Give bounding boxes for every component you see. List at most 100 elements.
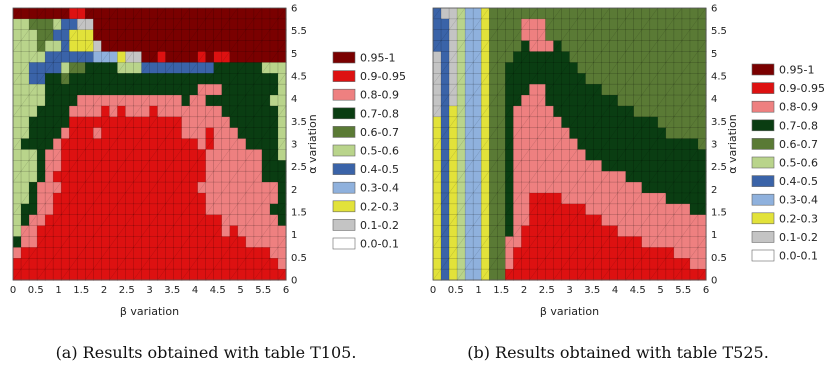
- heatmap-cell: [633, 138, 643, 151]
- y-tick-label: 5.5: [291, 26, 307, 37]
- heatmap-cell: [561, 225, 571, 238]
- heatmap-cell: [657, 51, 667, 64]
- heatmap-cell: [60, 83, 70, 96]
- heatmap-cell: [585, 160, 595, 172]
- heatmap-cell: [253, 268, 263, 281]
- legend-label: 0.4-0.5: [779, 175, 818, 188]
- heatmap-cell: [689, 160, 699, 172]
- y-axis-title: α variation: [306, 114, 319, 173]
- heatmap-cell: [20, 116, 30, 129]
- heatmap-cell: [569, 73, 579, 85]
- heatmap-cell: [609, 105, 619, 118]
- heatmap-cell: [269, 225, 279, 238]
- heatmap-cell: [521, 236, 530, 249]
- heatmap-cell: [197, 138, 207, 151]
- heatmap-cell: [52, 105, 62, 118]
- surface-facet: [149, 181, 158, 194]
- heatmap-cell: [609, 138, 619, 151]
- heatmap-cell: [480, 7, 490, 20]
- heatmap-cell: [117, 62, 127, 74]
- heatmap-cell: [577, 160, 587, 172]
- surface-facet: [61, 7, 70, 19]
- heatmap-cell: [68, 116, 78, 129]
- surface-facet: [20, 62, 30, 74]
- surface-facet: [141, 62, 150, 74]
- surface-facet: [697, 7, 707, 19]
- surface-facet: [553, 269, 562, 281]
- heatmap-cell: [44, 181, 54, 194]
- heatmap-cell: [213, 138, 223, 151]
- heatmap-cell: [181, 268, 191, 281]
- heatmap-cell: [269, 192, 279, 205]
- surface-facet: [245, 116, 255, 128]
- heatmap-cell: [480, 127, 490, 140]
- heatmap-cell: [269, 203, 279, 216]
- heatmap-cell: [529, 160, 539, 172]
- heatmap-cell: [93, 181, 102, 194]
- heatmap-cell: [537, 18, 547, 31]
- surface-facet: [221, 84, 230, 96]
- surface-facet: [689, 181, 699, 194]
- surface-facet: [593, 18, 602, 30]
- heatmap-cell: [609, 257, 619, 270]
- heatmap-cell: [109, 149, 119, 161]
- surface-facet: [205, 105, 214, 117]
- heatmap-cell: [101, 268, 110, 281]
- heatmap-cell: [117, 73, 127, 85]
- heatmap-cell: [189, 83, 199, 96]
- y-tick-label: 4: [291, 94, 297, 105]
- surface-facet: [456, 7, 466, 19]
- heatmap-cell: [521, 149, 530, 161]
- heatmap-cell: [440, 160, 450, 172]
- heatmap-cell: [681, 18, 691, 31]
- heatmap-cell: [205, 94, 215, 107]
- heatmap-cell: [472, 62, 482, 74]
- surface-facet: [617, 214, 626, 226]
- heatmap-cell: [157, 268, 167, 281]
- heatmap-cell: [221, 257, 231, 270]
- heatmap-cell: [505, 160, 514, 172]
- heatmap-cell: [44, 83, 54, 96]
- heatmap-cell: [673, 29, 683, 42]
- heatmap-cell: [440, 247, 450, 259]
- surface-facet: [229, 236, 238, 248]
- heatmap-cell: [253, 73, 263, 85]
- heatmap-cell: [269, 236, 279, 249]
- legend-swatch: [332, 126, 356, 138]
- heatmap-cell: [432, 247, 442, 259]
- heatmap-cell: [464, 214, 474, 227]
- heatmap-cell: [553, 247, 563, 259]
- heatmap-cell: [521, 83, 530, 96]
- heatmap-cell: [553, 257, 563, 270]
- x-tick-label: 2: [101, 285, 107, 296]
- heatmap-cell: [625, 138, 635, 151]
- heatmap-cell: [157, 149, 167, 161]
- legend-swatch: [751, 231, 775, 243]
- heatmap-cell: [125, 149, 135, 161]
- heatmap-cell: [44, 203, 54, 216]
- heatmap-cell: [253, 29, 263, 42]
- heatmap-cell: [593, 94, 603, 107]
- heatmap-cell: [20, 73, 30, 85]
- heatmap-cell: [553, 73, 563, 85]
- surface-facet: [593, 51, 602, 63]
- surface-facet: [85, 171, 94, 183]
- heatmap-cell: [625, 257, 635, 270]
- heatmap-cell: [505, 181, 514, 194]
- heatmap-cell: [12, 236, 22, 249]
- x-tick-label: 0: [10, 285, 16, 296]
- heatmap-cell: [521, 257, 530, 270]
- heatmap-cell: [117, 51, 127, 64]
- heatmap-cell: [521, 116, 530, 129]
- heatmap-cell: [569, 105, 579, 118]
- heatmap-cell: [60, 203, 70, 216]
- heatmap-cell: [448, 40, 458, 53]
- heatmap-cell: [52, 40, 62, 53]
- heatmap-cell: [673, 160, 683, 172]
- surface-facet: [681, 258, 691, 270]
- heatmap-cell: [205, 73, 215, 85]
- heatmap-cell: [68, 105, 78, 118]
- surface-facet: [505, 236, 514, 248]
- heatmap-cell: [440, 40, 450, 53]
- heatmap-cell: [245, 181, 255, 194]
